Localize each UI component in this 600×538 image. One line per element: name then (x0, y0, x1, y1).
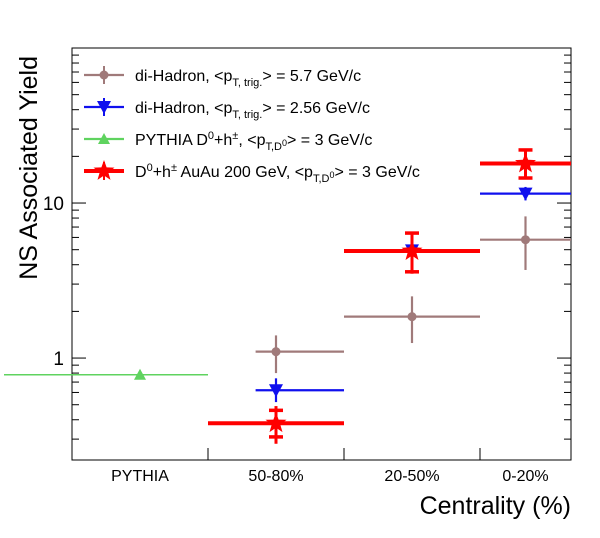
legend-text-part: +h (153, 164, 171, 181)
marker-triangle-up (134, 368, 146, 380)
marker-circle (407, 312, 417, 322)
y-tick-label: 1 (53, 349, 64, 370)
legend-sup: ± (171, 162, 177, 174)
marker-star (515, 152, 536, 173)
y-axis-title: NS Associated Yield (15, 56, 43, 280)
legend-sup: 0 (147, 162, 153, 174)
marker-star (93, 160, 115, 180)
series-star (208, 148, 571, 444)
x-tick-label: 20-50% (384, 468, 439, 485)
legend-text-part: > = 3 GeV/c (334, 164, 419, 181)
x-axis-title: Centrality (%) (420, 492, 571, 520)
marker-triangle-down (97, 101, 111, 114)
series-circle (255, 216, 571, 374)
legend-text-part: > = 2.56 GeV/c (262, 100, 370, 117)
legend-text-part: D (135, 164, 147, 181)
x-tick-label: 50-80% (248, 468, 303, 485)
legend-subsup: 0 (329, 170, 334, 180)
legend-text-part: di-Hadron, <p (135, 68, 232, 85)
axes: 1 10 PYTHIA 50-80% 20-50% 0-20% (43, 47, 572, 485)
legend-sub: T, trig. (232, 77, 262, 89)
legend-text-part: di-Hadron, <p (135, 100, 232, 117)
legend-text-part: > = 5.7 GeV/c (262, 68, 361, 85)
legend-text-part: , <p (238, 132, 265, 149)
legend-text-part: PYTHIA D (135, 132, 208, 149)
marker-circle (521, 235, 530, 245)
legend-sub: T,D (313, 173, 330, 185)
marker-circle (271, 347, 281, 357)
marker-triangle-down (269, 384, 283, 398)
legend-subsup: 0 (282, 138, 287, 148)
legend-text-part: > = 3 GeV/c (287, 132, 372, 149)
legend-text-part: AuAu 200 GeV, <p (177, 164, 313, 181)
legend-sub: T, trig. (232, 109, 262, 121)
legend: di-Hadron, <pT, trig.> = 5.7 GeV/cdi-Had… (84, 66, 420, 185)
x-tick-label: 0-20% (502, 468, 548, 485)
legend-label: PYTHIA D0+h±, <pT,D0> = 3 GeV/c (135, 130, 372, 153)
plot-frame (71, 47, 572, 461)
legend-sup: ± (232, 130, 238, 142)
legend-label: di-Hadron, <pT, trig.> = 2.56 GeV/c (135, 100, 370, 121)
x-tick-label: PYTHIA (111, 468, 169, 485)
legend-label: di-Hadron, <pT, trig.> = 5.7 GeV/c (135, 68, 361, 89)
data-marks (4, 148, 571, 444)
legend-label: D0+h± AuAu 200 GeV, <pT,D0> = 3 GeV/c (135, 162, 420, 185)
marker-star (401, 240, 423, 260)
legend-sup: 0 (208, 130, 214, 142)
marker-triangle-down (518, 187, 533, 201)
marker-triangle-up (98, 133, 110, 144)
legend-sub: T,D (265, 141, 282, 153)
legend-text-part: +h (214, 132, 232, 149)
marker-star (265, 412, 287, 433)
series-triangle-up (4, 368, 208, 380)
marker-circle (99, 70, 109, 80)
y-tick-label: 10 (43, 194, 64, 215)
